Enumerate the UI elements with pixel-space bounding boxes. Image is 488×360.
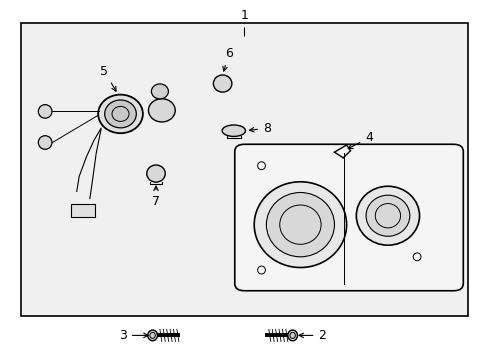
Ellipse shape bbox=[213, 75, 231, 92]
Text: 6: 6 bbox=[223, 47, 232, 71]
Ellipse shape bbox=[287, 330, 297, 341]
Text: 7: 7 bbox=[152, 186, 160, 208]
Ellipse shape bbox=[147, 330, 157, 341]
Text: 5: 5 bbox=[100, 65, 116, 91]
Ellipse shape bbox=[38, 105, 52, 118]
Text: 1: 1 bbox=[240, 9, 248, 36]
Ellipse shape bbox=[38, 136, 52, 149]
Ellipse shape bbox=[366, 195, 409, 236]
Ellipse shape bbox=[356, 186, 419, 245]
Ellipse shape bbox=[151, 84, 168, 99]
Ellipse shape bbox=[104, 100, 136, 128]
Ellipse shape bbox=[98, 95, 142, 133]
Text: 3: 3 bbox=[119, 329, 148, 342]
Ellipse shape bbox=[266, 193, 334, 257]
Bar bbox=[71, 203, 95, 217]
Text: 4: 4 bbox=[347, 131, 372, 149]
Text: 2: 2 bbox=[299, 329, 325, 342]
Text: 8: 8 bbox=[249, 122, 270, 135]
FancyBboxPatch shape bbox=[21, 23, 467, 316]
Ellipse shape bbox=[254, 182, 346, 267]
Ellipse shape bbox=[146, 165, 165, 182]
Ellipse shape bbox=[222, 125, 245, 136]
FancyBboxPatch shape bbox=[234, 144, 462, 291]
Ellipse shape bbox=[148, 99, 175, 122]
